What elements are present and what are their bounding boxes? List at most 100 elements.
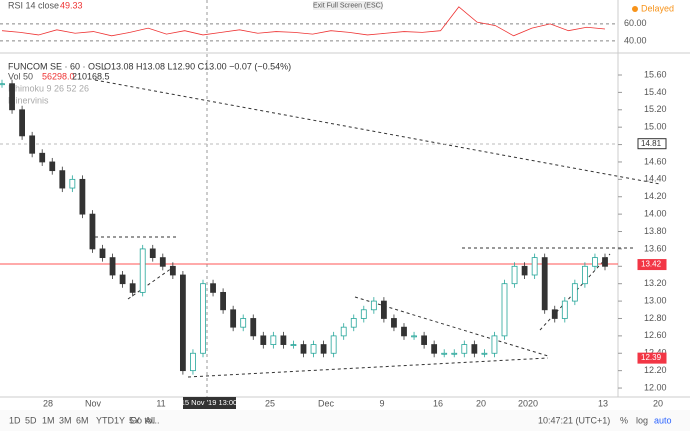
x-tick-label: 11 [156,398,165,408]
candle [421,335,428,345]
candle [551,309,558,319]
candle [139,248,146,293]
candle [461,344,468,354]
range-button[interactable]: YTD [96,415,115,425]
rsi-value: 49.33 [60,0,83,10]
vol-2: 210168.5 [72,71,110,81]
vol: Vol 50 [8,71,33,81]
y-tick-label: 13.80 [644,226,667,236]
range-button[interactable]: 5D [25,415,37,425]
candle [511,265,518,285]
candle [230,309,237,328]
pct[interactable]: % [620,415,628,425]
candle [471,344,478,354]
y-tick-label: 15.20 [644,104,667,114]
range-button[interactable]: 3M [59,415,72,425]
y-tick-label: 14.20 [644,191,667,201]
candle [350,318,357,328]
candle [310,344,317,354]
crosshair-label: 15 Nov '19 13:00 [181,398,237,407]
range-button[interactable]: 6M [76,415,89,425]
delayed: Delayed [641,3,674,13]
x-tick-label: 2020 [518,398,538,408]
candle [380,300,387,319]
y-tick-label: 15.40 [644,87,667,97]
minervini: Minervinis [8,95,49,105]
candle [69,178,76,189]
vol-1: 56298.0 [42,71,75,81]
candle [320,344,327,354]
candle [89,213,96,250]
range-button[interactable]: 1D [9,415,21,425]
candle [29,135,36,154]
log[interactable]: log [636,415,648,425]
candle [59,170,66,189]
candle [109,257,116,276]
price-marker [637,352,667,364]
goto[interactable]: Go to... [130,415,160,425]
candle [592,257,598,267]
y-tick-label: 14.40 [644,174,667,184]
range-button[interactable]: 1M [42,415,55,425]
candle [270,335,277,345]
x-tick-label: 9 [379,398,384,408]
candle [370,300,377,311]
x-tick-label: 20 [653,398,663,408]
x-tick-label: Dec [318,398,335,408]
candle [200,283,206,354]
candle [602,257,608,267]
candle [250,318,257,337]
candle [179,274,186,372]
price-marker-label: 14.81 [641,139,662,148]
y-tick-label: 15.60 [644,69,667,79]
clock: 10:47:21 (UTC+1) [538,415,610,425]
price-marker [637,138,667,150]
y-tick-label: 13.60 [644,243,667,253]
price-marker-label: 13.42 [641,260,662,269]
exit-button[interactable] [313,1,383,10]
exit-text[interactable]: Exit Full Screen (ESC) [313,2,383,9]
range-button[interactable]: All [145,415,155,425]
candle [280,335,287,345]
candle [431,344,438,354]
delayed-dot [632,6,638,12]
x-tick-label: 28 [43,398,53,408]
y-tick-label: 12.00 [644,382,667,392]
auto[interactable]: auto [654,415,672,425]
range-button[interactable]: 1Y [114,415,125,425]
candle [531,257,538,276]
x-tick-label: 20 [476,398,486,408]
toolbar [0,410,690,431]
candle [561,300,568,319]
candle [401,326,407,337]
candle [149,248,156,259]
candle [119,274,126,285]
candle [9,83,15,111]
candle [340,326,347,337]
ohlc: O13.08 H13.08 L12.90 C13.00 −0.07 (−0.54… [104,61,291,71]
candle [220,291,227,311]
y-tick-label: 15.00 [644,122,667,132]
candle [521,265,528,276]
candle [391,318,397,328]
y-tick-label: 13.20 [644,278,667,288]
candle [240,318,247,328]
candle [0,83,5,86]
price-marker-label: 12.39 [641,353,662,362]
range-button[interactable]: 5Y [129,415,140,425]
candle [411,335,417,338]
candle [300,344,307,354]
rsi-title: RSI 14 close [8,0,59,10]
candle [290,344,297,346]
x-tick-label: 13 [598,398,608,408]
x-tick-label: 25 [265,398,275,408]
candle [360,309,367,319]
rsi-tick: 40.00 [624,35,647,45]
candle [260,335,267,345]
x-tick-label: Nov [85,398,102,408]
candle [169,265,176,276]
rsi-tick: 60.00 [624,18,647,28]
candle [501,283,508,337]
y-tick-label: 12.80 [644,313,667,323]
